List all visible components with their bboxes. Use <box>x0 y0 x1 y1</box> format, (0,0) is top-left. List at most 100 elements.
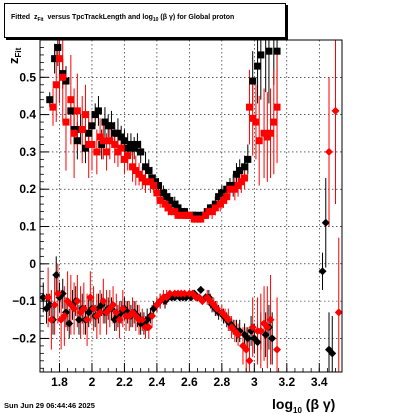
data-point <box>81 144 89 152</box>
data-point <box>266 315 275 324</box>
data-point <box>181 208 189 216</box>
data-point <box>155 181 163 189</box>
data-point <box>171 208 179 216</box>
data-point <box>223 193 231 201</box>
data-point <box>242 345 251 354</box>
footer-date: Sun Jun 29 06:44:46 2025 <box>4 401 95 410</box>
data-point <box>211 200 219 208</box>
data-point <box>257 51 265 59</box>
y-axis-label-subscript: Fit <box>14 47 23 57</box>
data-point <box>137 148 145 156</box>
data-point <box>148 174 156 182</box>
data-point <box>273 47 281 55</box>
y-axis-label-symbol: z <box>6 57 21 64</box>
data-point <box>109 300 118 309</box>
data-point <box>254 62 262 70</box>
data-point <box>91 111 99 119</box>
x-axis-label-prefix: log <box>272 396 293 412</box>
title-z-subscript: Fit <box>37 17 44 23</box>
data-point <box>101 118 109 126</box>
data-point <box>50 300 59 309</box>
title-z-symbol: z <box>33 14 38 21</box>
y-tick-label: 0 <box>29 257 36 271</box>
data-point <box>166 196 174 204</box>
plot-frame <box>39 39 343 373</box>
data-point <box>142 163 150 171</box>
axis-ticks <box>40 47 336 372</box>
data-point <box>328 349 337 358</box>
data-point <box>255 137 263 145</box>
data-point <box>44 293 53 302</box>
data-point <box>54 43 62 51</box>
data-point <box>171 200 179 208</box>
y-axis-label: zFit <box>6 47 23 64</box>
x-tick-label: 2.2 <box>116 375 133 389</box>
data-point <box>106 137 114 145</box>
data-point <box>115 315 124 324</box>
data-point <box>208 208 216 216</box>
data-point <box>59 70 67 78</box>
data-point <box>59 73 67 81</box>
data-point <box>196 285 205 294</box>
data-point <box>88 140 96 148</box>
data-point <box>206 204 214 212</box>
data-point <box>318 267 327 276</box>
data-point <box>99 137 107 145</box>
data-point <box>124 144 132 152</box>
data-point <box>51 55 59 63</box>
x-tick-label: 2 <box>89 375 96 389</box>
data-point <box>218 189 226 197</box>
data-point <box>273 345 282 354</box>
data-point <box>46 96 54 104</box>
data-point <box>212 304 221 313</box>
data-point <box>98 140 106 148</box>
x-axis-label-subscript: 10 <box>293 406 302 414</box>
data-point <box>234 181 242 189</box>
x-tick-label: 2.8 <box>214 375 231 389</box>
data-point <box>185 211 193 219</box>
data-point <box>133 140 141 148</box>
data-point <box>146 178 154 186</box>
data-point <box>60 312 69 321</box>
data-point <box>263 323 272 332</box>
data-point <box>256 326 265 335</box>
axis-tick-labels: 1.8 2 2.2 2.4 2.6 2.8 3 3.2 3.4 −0.2 −0.1 0 0.1 0.2 0.… <box>12 70 328 389</box>
data-point <box>120 155 128 163</box>
data-point <box>252 118 260 126</box>
data-point <box>321 218 330 227</box>
data-point <box>260 129 268 137</box>
data-point <box>73 107 81 115</box>
data-point <box>244 155 252 163</box>
data-point <box>159 189 167 197</box>
x-tick-label: 2.4 <box>149 375 166 389</box>
data-point <box>151 178 159 186</box>
data-point <box>138 174 146 182</box>
data-point <box>263 133 271 141</box>
data-point <box>192 211 200 219</box>
title-part-a: Fitted <box>11 14 31 21</box>
data-point <box>70 304 79 313</box>
data-point <box>130 144 138 152</box>
data-point <box>81 111 89 119</box>
x-tick-label: 3 <box>251 375 258 389</box>
data-point <box>163 193 171 201</box>
x-tick-label: 2.6 <box>181 375 198 389</box>
data-point <box>70 126 78 134</box>
data-point <box>174 204 182 212</box>
x-axis-label: log10 (β γ) <box>272 396 335 414</box>
data-point <box>112 308 121 317</box>
data-point <box>107 122 115 130</box>
data-point <box>248 323 257 332</box>
x-tick-label: 1.8 <box>51 375 68 389</box>
data-point <box>53 289 62 298</box>
data-point <box>67 107 75 115</box>
data-point <box>331 106 340 115</box>
data-point <box>111 140 119 148</box>
data-point <box>267 129 275 137</box>
data-point <box>243 334 252 343</box>
data-point <box>334 308 343 317</box>
data-point <box>103 148 111 156</box>
data-point <box>49 103 57 111</box>
